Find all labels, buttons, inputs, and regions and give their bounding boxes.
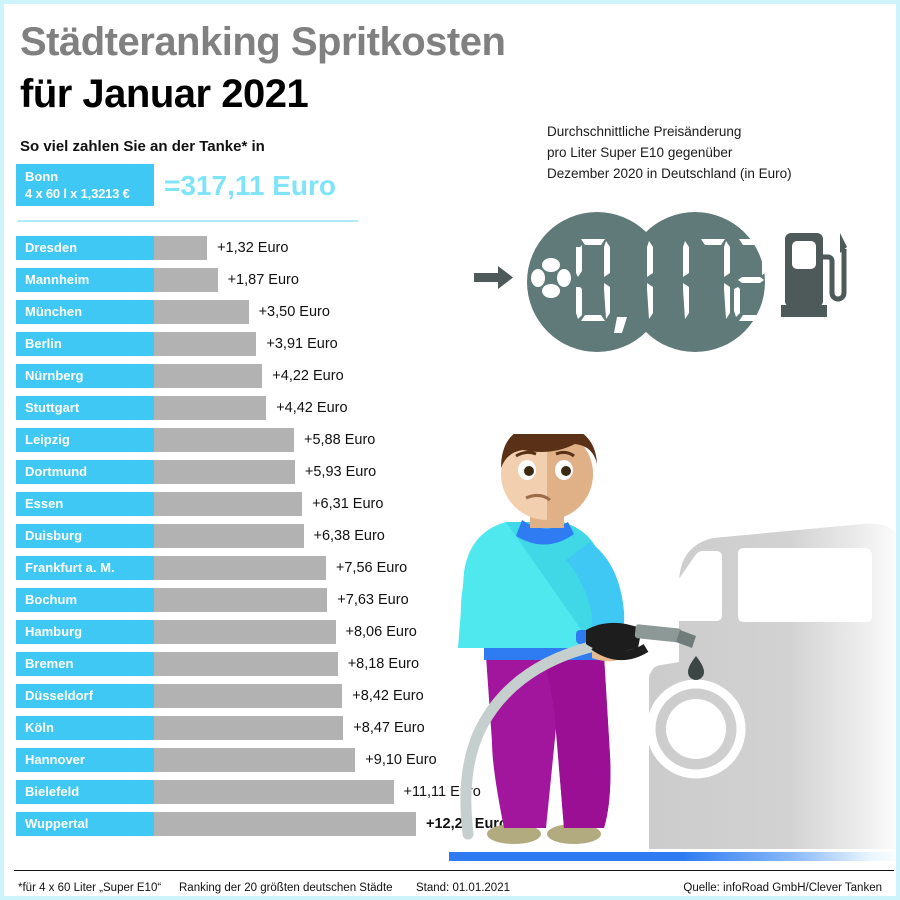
- bar-row: Wuppertal +12,29 Euro: [16, 812, 536, 836]
- footer-note-fuel: *für 4 x 60 Liter „Super E10“: [18, 882, 162, 894]
- bar-value-fill: [154, 460, 295, 484]
- bar-city-label: Düsseldorf: [16, 684, 154, 708]
- bar-city-label: Duisburg: [16, 524, 154, 548]
- bar-city-label: Hannover: [16, 748, 154, 772]
- bar-row: Essen +6,31 Euro: [16, 492, 536, 516]
- bar-city-label: Wuppertal: [16, 812, 154, 836]
- bar-city-label: Stuttgart: [16, 396, 154, 420]
- bar-row: Hamburg +8,06 Euro: [16, 620, 536, 644]
- bar-value-text: +8,47 Euro: [353, 720, 425, 736]
- bar-city-label: Mannheim: [16, 268, 154, 292]
- ground-line: [449, 852, 896, 861]
- bar-row: Düsseldorf +8,42 Euro: [16, 684, 536, 708]
- footer-source: Quelle: infoRoad GmbH/Clever Tanken: [683, 882, 882, 894]
- bar-row: München +3,50 Euro: [16, 300, 536, 324]
- bar-value-fill: [154, 396, 267, 420]
- bar-value-fill: [154, 556, 326, 580]
- bar-value-text: +1,87 Euro: [227, 272, 299, 288]
- bar-city-label: München: [16, 300, 154, 324]
- bar-value-fill: [154, 748, 356, 772]
- price-change-note: Durchschnittliche Preisänderung pro Lite…: [547, 124, 792, 181]
- bar-value-text: +3,50 Euro: [258, 304, 330, 320]
- bar-value-fill: [154, 332, 257, 356]
- bar-value-fill: [154, 524, 304, 548]
- bar-city-label: Bielefeld: [16, 780, 154, 804]
- bar-city-label: Dortmund: [16, 460, 154, 484]
- bar-city-label: Leipzig: [16, 428, 154, 452]
- bar-city-label: Nürnberg: [16, 364, 154, 388]
- bar-row: Nürnberg +4,22 Euro: [16, 364, 536, 388]
- bar-value-text: +7,56 Euro: [335, 560, 408, 576]
- bar-value-fill: [154, 652, 338, 676]
- highlight-city-box: Bonn 4 x 60 l x 1,3213 €: [16, 164, 154, 206]
- bar-value-text: +4,22 Euro: [272, 368, 344, 384]
- fuel-pump-icon: [779, 227, 851, 324]
- bar-value-fill: [154, 428, 294, 452]
- footer-note-ranking: Ranking der 20 größten deutschen Städte: [179, 882, 393, 894]
- bar-city-label: Bochum: [16, 588, 154, 612]
- bar-value-text: +9,10 Euro: [365, 752, 437, 768]
- footer-note-date: Stand: 01.01.2021: [416, 882, 510, 894]
- bar-value-fill: [154, 268, 218, 292]
- bar-value-text: +4,42 Euro: [276, 400, 348, 416]
- car-silhouette: [592, 523, 896, 849]
- bar-city-label: Frankfurt a. M.: [16, 556, 154, 580]
- bar-value-text: +8,06 Euro: [345, 624, 417, 640]
- bar-value-fill: [154, 364, 263, 388]
- bar-value-text: +6,38 Euro: [313, 528, 385, 544]
- bar-value-fill: [154, 492, 303, 516]
- highlight-city-name: Bonn: [25, 169, 59, 184]
- bar-row: Frankfurt a. M. +7,56 Euro: [16, 556, 536, 580]
- bar-row: Hannover +9,10 Euro: [16, 748, 536, 772]
- bar-row: Duisburg +6,38 Euro: [16, 524, 536, 548]
- page-title-line1: Städteranking Spritkosten: [20, 20, 506, 64]
- lcd-blob-background: [527, 209, 769, 364]
- highlight-city-total: =317,11 Euro: [164, 170, 337, 201]
- bar-row: Stuttgart +4,42 Euro: [16, 396, 536, 420]
- bar-value-text: +6,31 Euro: [312, 496, 384, 512]
- page-title-line2: für Januar 2021: [20, 72, 309, 116]
- bar-city-label: Hamburg: [16, 620, 154, 644]
- bar-city-label: Dresden: [16, 236, 154, 260]
- bar-value-fill: [154, 588, 328, 612]
- bar-row: Köln +8,47 Euro: [16, 716, 536, 740]
- bar-row: Bremen +8,18 Euro: [16, 652, 536, 676]
- bar-value-text: +5,88 Euro: [304, 432, 376, 448]
- page-subtitle: So viel zahlen Sie an der Tanke* in: [20, 138, 265, 155]
- bar-row: Bochum +7,63 Euro: [16, 588, 536, 612]
- bar-value-fill: [154, 620, 336, 644]
- header-divider: [18, 220, 358, 222]
- bar-value-fill: [154, 716, 344, 740]
- bar-value-text: +7,63 Euro: [337, 592, 409, 608]
- city-ranking-bar-chart: Dresden +1,32 Euro Mannheim +1,87 Euro Münch…: [16, 236, 536, 844]
- bar-value-text: +8,18 Euro: [347, 656, 420, 672]
- bar-value-fill: [154, 812, 416, 836]
- bar-row: Mannheim +1,87 Euro: [16, 268, 536, 292]
- arrow-right-icon: [474, 264, 514, 297]
- bar-city-label: Köln: [16, 716, 154, 740]
- price-change-display: [474, 209, 894, 359]
- bar-row: Bielefeld +11,11 Euro: [16, 780, 536, 804]
- bar-value-text: +5,93 Euro: [304, 464, 377, 480]
- bar-row: Leipzig +5,88 Euro: [16, 428, 536, 452]
- fuel-nozzle: [586, 622, 704, 680]
- bar-city-label: Bremen: [16, 652, 154, 676]
- bar-value-fill: [154, 780, 394, 804]
- bar-value-text: +1,32 Euro: [217, 240, 289, 256]
- bar-value-text: +8,42 Euro: [352, 688, 424, 704]
- bar-city-label: Berlin: [16, 332, 154, 356]
- bar-value-text: +3,91 Euro: [266, 336, 338, 352]
- illustration-man-refuelling-car: [444, 424, 896, 859]
- bar-row: Berlin +3,91 Euro: [16, 332, 536, 356]
- bar-value-fill: [154, 236, 208, 260]
- highlight-city-calculation: 4 x 60 l x 1,3213 €: [25, 185, 130, 201]
- bar-city-label: Essen: [16, 492, 154, 516]
- bar-value-fill: [154, 684, 343, 708]
- bar-row: Dresden +1,32 Euro: [16, 236, 536, 260]
- bar-row: Dortmund +5,93 Euro: [16, 460, 536, 484]
- footer-divider: [14, 870, 894, 871]
- bar-value-fill: [154, 300, 249, 324]
